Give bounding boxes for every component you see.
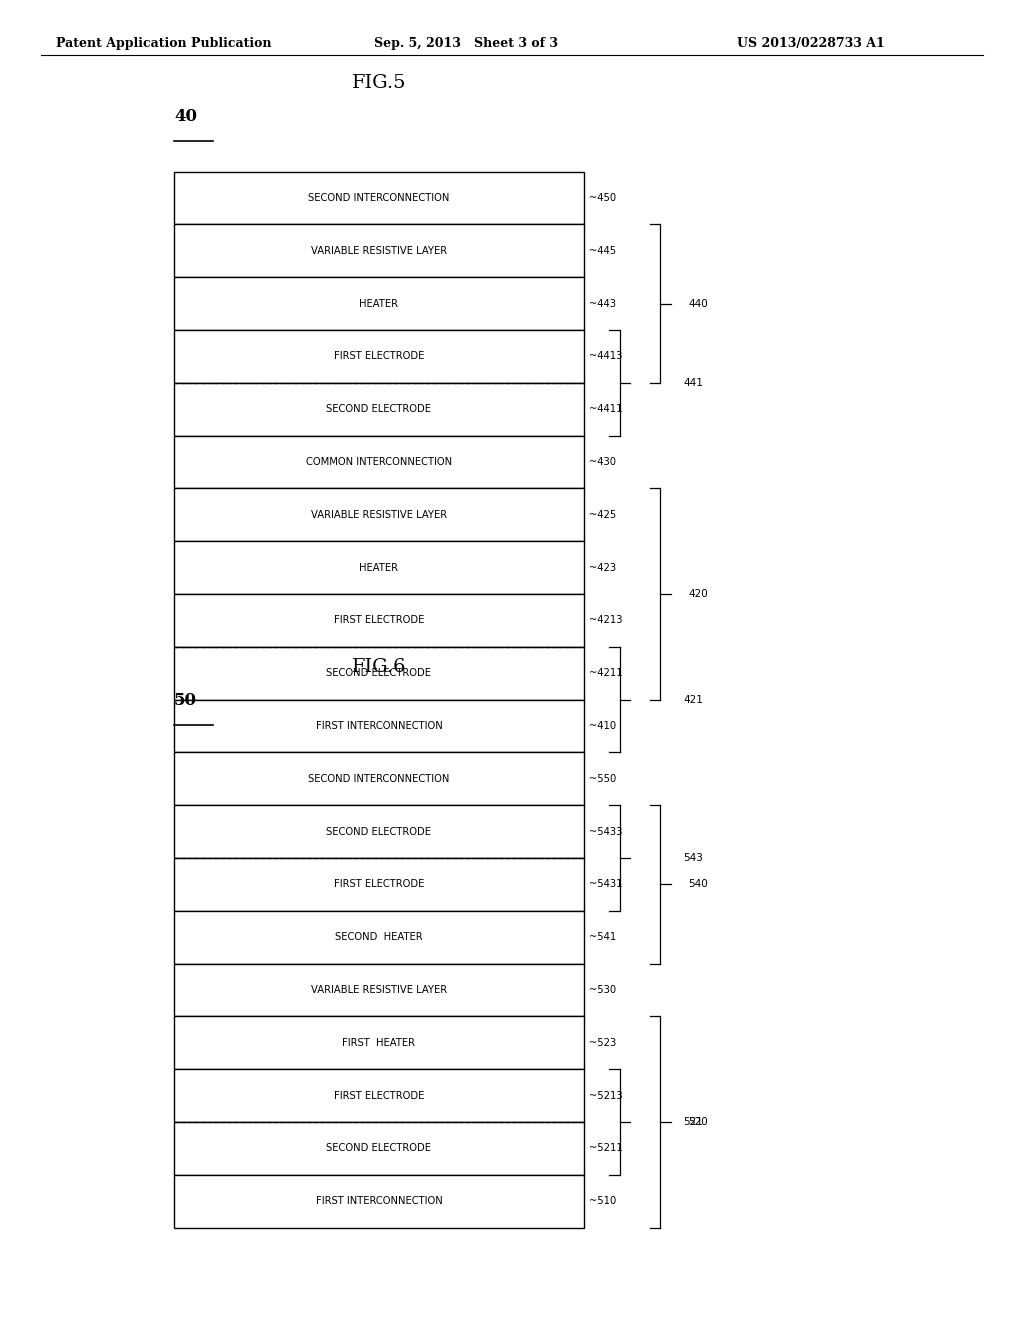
Bar	[174, 172, 584, 224]
Text: 50: 50	[174, 692, 197, 709]
Text: 40: 40	[174, 108, 197, 125]
Text: ~5213: ~5213	[589, 1090, 623, 1101]
Bar	[174, 647, 584, 700]
Text: ~550: ~550	[589, 774, 616, 784]
Text: ~530: ~530	[589, 985, 615, 995]
Text: ~4411: ~4411	[589, 404, 623, 414]
Bar	[174, 1016, 584, 1069]
Text: SECOND INTERCONNECTION: SECOND INTERCONNECTION	[308, 193, 450, 203]
Text: ~410: ~410	[589, 721, 615, 731]
Text: Sep. 5, 2013   Sheet 3 of 3: Sep. 5, 2013 Sheet 3 of 3	[374, 37, 558, 50]
Bar	[174, 488, 584, 541]
Text: US 2013/0228733 A1: US 2013/0228733 A1	[737, 37, 885, 50]
Text: SECOND ELECTRODE: SECOND ELECTRODE	[327, 826, 431, 837]
Text: ~4413: ~4413	[589, 351, 623, 362]
Text: SECOND ELECTRODE: SECOND ELECTRODE	[327, 404, 431, 414]
Text: ~425: ~425	[589, 510, 616, 520]
Text: ~430: ~430	[589, 457, 615, 467]
Text: ~5431: ~5431	[589, 879, 623, 890]
Text: ~523: ~523	[589, 1038, 616, 1048]
Text: FIRST INTERCONNECTION: FIRST INTERCONNECTION	[315, 1196, 442, 1206]
Bar	[174, 858, 584, 911]
Text: SECOND  HEATER: SECOND HEATER	[335, 932, 423, 942]
Bar	[174, 436, 584, 488]
Text: ~450: ~450	[589, 193, 615, 203]
Text: 543: 543	[683, 853, 702, 863]
Text: VARIABLE RESISTIVE LAYER: VARIABLE RESISTIVE LAYER	[311, 985, 446, 995]
Text: COMMON INTERCONNECTION: COMMON INTERCONNECTION	[306, 457, 452, 467]
Text: FIRST ELECTRODE: FIRST ELECTRODE	[334, 615, 424, 626]
Text: 420: 420	[688, 589, 708, 599]
Bar	[174, 330, 584, 383]
Text: ~443: ~443	[589, 298, 615, 309]
Text: VARIABLE RESISTIVE LAYER: VARIABLE RESISTIVE LAYER	[311, 246, 446, 256]
Text: ~5211: ~5211	[589, 1143, 623, 1154]
Bar	[174, 383, 584, 436]
Text: SECOND ELECTRODE: SECOND ELECTRODE	[327, 1143, 431, 1154]
Text: ~4213: ~4213	[589, 615, 623, 626]
Text: 440: 440	[688, 298, 708, 309]
Bar	[174, 1122, 584, 1175]
Bar	[174, 594, 584, 647]
Text: VARIABLE RESISTIVE LAYER: VARIABLE RESISTIVE LAYER	[311, 510, 446, 520]
Text: SECOND INTERCONNECTION: SECOND INTERCONNECTION	[308, 774, 450, 784]
Text: FIRST  HEATER: FIRST HEATER	[342, 1038, 416, 1048]
Bar	[174, 700, 584, 752]
Bar	[174, 1175, 584, 1228]
Text: FIG.5: FIG.5	[351, 74, 407, 92]
Text: FIRST ELECTRODE: FIRST ELECTRODE	[334, 1090, 424, 1101]
Text: HEATER: HEATER	[359, 298, 398, 309]
Text: ~510: ~510	[589, 1196, 616, 1206]
Bar	[174, 911, 584, 964]
Text: FIRST ELECTRODE: FIRST ELECTRODE	[334, 879, 424, 890]
Text: ~4211: ~4211	[589, 668, 623, 678]
Bar	[174, 1069, 584, 1122]
Text: 521: 521	[683, 1117, 702, 1127]
Text: FIRST ELECTRODE: FIRST ELECTRODE	[334, 351, 424, 362]
Bar	[174, 752, 584, 805]
Text: HEATER: HEATER	[359, 562, 398, 573]
Bar	[174, 224, 584, 277]
Bar	[174, 541, 584, 594]
Text: FIRST INTERCONNECTION: FIRST INTERCONNECTION	[315, 721, 442, 731]
Text: 520: 520	[688, 1117, 708, 1127]
Text: ~5433: ~5433	[589, 826, 623, 837]
Text: ~423: ~423	[589, 562, 615, 573]
Bar	[174, 277, 584, 330]
Bar	[174, 805, 584, 858]
Text: SECOND ELECTRODE: SECOND ELECTRODE	[327, 668, 431, 678]
Text: ~445: ~445	[589, 246, 615, 256]
Text: 540: 540	[688, 879, 708, 890]
Bar	[174, 964, 584, 1016]
Text: 441: 441	[683, 378, 702, 388]
Text: Patent Application Publication: Patent Application Publication	[56, 37, 271, 50]
Text: ~541: ~541	[589, 932, 616, 942]
Text: 421: 421	[683, 694, 702, 705]
Text: FIG.6: FIG.6	[351, 657, 407, 676]
